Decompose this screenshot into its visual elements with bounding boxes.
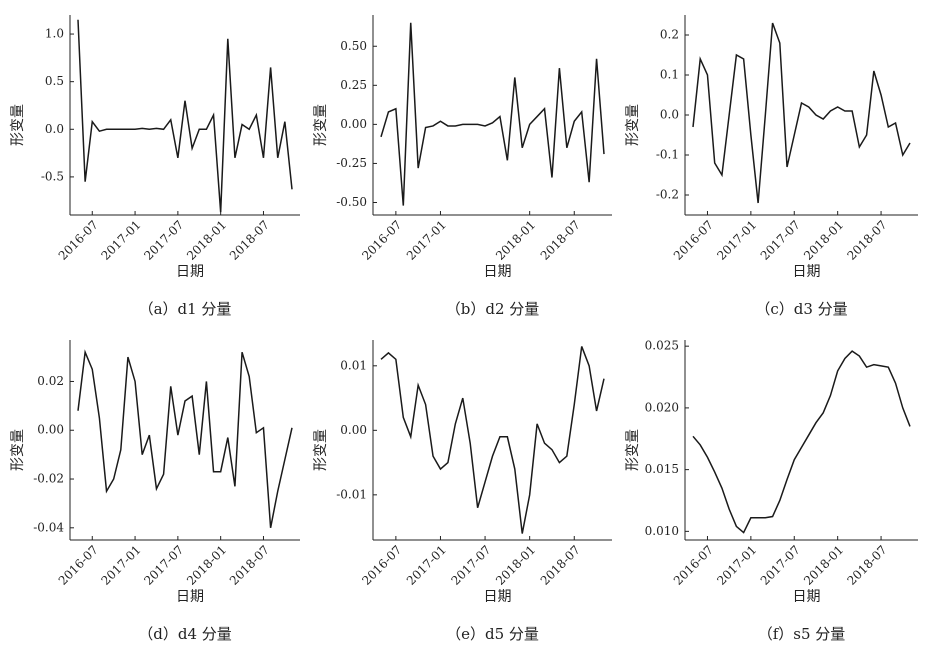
y-tick-label: 0.020 <box>645 400 679 414</box>
x-tick-label: 2016-07 <box>56 543 101 588</box>
y-axis-label: 形变量 <box>625 429 641 471</box>
line <box>692 350 911 534</box>
x-tick-label: 2017-07 <box>758 543 803 588</box>
x-tick-label: 2016-07 <box>359 218 404 263</box>
x-tick-label: 2017-07 <box>141 218 186 263</box>
y-tick-label: 0.010 <box>645 524 679 538</box>
y-tick-label: 0.02 <box>37 374 64 388</box>
y-axis-label: 形变量 <box>313 429 329 471</box>
x-tick-label: 2018-01 <box>493 218 538 263</box>
x-tick-label: 2018-07 <box>844 543 889 588</box>
y-tick-label: 0.025 <box>645 339 679 353</box>
line <box>380 346 605 534</box>
x-axis-label: 日期 <box>176 264 204 280</box>
line <box>77 19 293 213</box>
y-tick-label: 0.25 <box>340 78 367 92</box>
line <box>692 22 911 204</box>
x-axis-label: 日期 <box>484 264 512 280</box>
x-axis-label: 日期 <box>793 264 821 280</box>
y-axis-label: 形变量 <box>10 429 26 471</box>
y-tick-label: -0.2 <box>656 188 679 202</box>
x-tick-label: 2018-07 <box>538 218 583 263</box>
x-tick-label: 2016-07 <box>56 218 101 263</box>
x-tick-label: 2018-07 <box>227 543 272 588</box>
y-tick-label: 0.00 <box>340 423 367 437</box>
caption: （d）d4 分量 <box>138 625 232 643</box>
x-tick-label: 2018-01 <box>184 543 229 588</box>
y-tick-label: 0.015 <box>645 462 679 476</box>
caption: （c）d3 分量 <box>755 300 847 318</box>
x-axis-label: 日期 <box>176 589 204 605</box>
y-tick-label: 0.0 <box>660 108 679 122</box>
y-tick-label: 0.01 <box>340 358 367 372</box>
caption: （b）d2 分量 <box>446 300 540 318</box>
y-tick-label: 0.50 <box>340 39 367 53</box>
x-tick-label: 2017-01 <box>98 543 143 588</box>
x-tick-label: 2018-07 <box>538 543 583 588</box>
x-tick-label: 2017-07 <box>448 543 493 588</box>
y-tick-label: 0.5 <box>45 74 64 88</box>
y-tick-label: -0.5 <box>41 169 64 183</box>
x-tick-label: 2017-01 <box>714 543 759 588</box>
caption: （a）d1 分量 <box>139 300 232 318</box>
x-tick-label: 2016-07 <box>359 543 404 588</box>
y-tick-label: -0.50 <box>336 195 367 209</box>
caption: （e）d5 分量 <box>446 625 539 643</box>
x-tick-label: 2017-01 <box>404 543 449 588</box>
x-tick-label: 2018-07 <box>844 218 889 263</box>
x-tick-label: 2018-07 <box>227 218 272 263</box>
y-tick-label: 0.1 <box>660 68 679 82</box>
x-tick-label: 2018-01 <box>801 218 846 263</box>
line <box>77 349 293 528</box>
y-tick-label: 0.0 <box>45 122 64 136</box>
line <box>380 22 605 206</box>
x-tick-label: 2017-01 <box>714 218 759 263</box>
x-tick-label: 2017-01 <box>404 218 449 263</box>
x-tick-label: 2017-07 <box>141 543 186 588</box>
y-tick-label: -0.25 <box>336 156 367 170</box>
x-tick-label: 2016-07 <box>671 218 716 263</box>
y-axis-label: 形变量 <box>625 104 641 146</box>
x-tick-label: 2018-01 <box>493 543 538 588</box>
x-tick-label: 2016-07 <box>671 543 716 588</box>
y-tick-label: -0.04 <box>33 520 64 534</box>
y-tick-label: -0.01 <box>336 487 367 501</box>
x-tick-label: 2018-01 <box>801 543 846 588</box>
y-axis-label: 形变量 <box>10 104 26 146</box>
y-tick-label: 1.0 <box>45 27 64 41</box>
y-tick-label: -0.02 <box>33 472 64 486</box>
caption: （f）s5 分量 <box>758 625 846 643</box>
y-tick-label: 0.00 <box>37 423 64 437</box>
y-tick-label: 0.00 <box>340 117 367 131</box>
x-tick-label: 2017-07 <box>758 218 803 263</box>
y-tick-label: 0.2 <box>660 28 679 42</box>
y-tick-label: -0.1 <box>656 148 679 162</box>
x-axis-label: 日期 <box>484 589 512 605</box>
x-tick-label: 2017-01 <box>98 218 143 263</box>
y-axis-label: 形变量 <box>313 104 329 146</box>
x-axis-label: 日期 <box>793 589 821 605</box>
x-tick-label: 2018-01 <box>184 218 229 263</box>
